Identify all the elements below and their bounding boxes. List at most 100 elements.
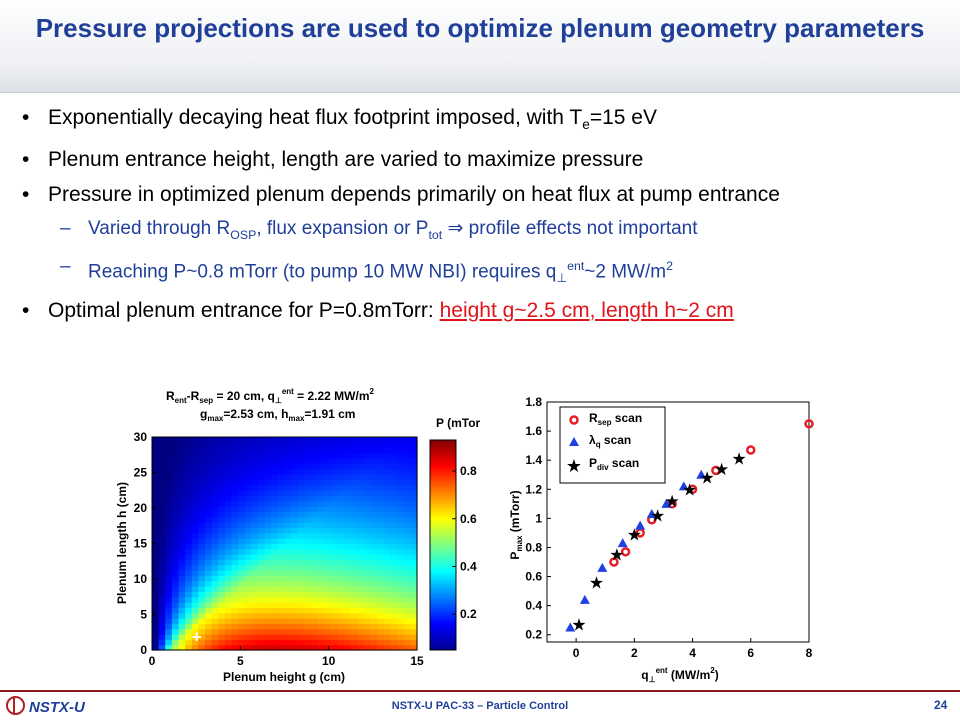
heatmap-cell [304, 437, 312, 443]
heatmap-cell [171, 548, 180, 555]
heatmap-cell [211, 490, 219, 497]
heatmap-cell [337, 607, 345, 614]
heatmap-cell [370, 468, 378, 475]
heatmap-cell [317, 516, 325, 523]
heatmap-cell [152, 564, 160, 571]
heatmap-cell [238, 570, 246, 577]
heatmap-cell [231, 612, 239, 619]
heatmap-cell [191, 447, 199, 454]
heatmap-cell [377, 628, 385, 635]
heatmap-cell [211, 623, 219, 630]
heatmap-cell [377, 644, 385, 651]
heatmap-cell [238, 532, 246, 539]
heatmap-cell [383, 442, 392, 449]
heatmap-cell [383, 490, 392, 497]
heatmap-cell [224, 548, 233, 555]
heatmap-cell [337, 639, 345, 646]
heatmap-cell [317, 437, 325, 443]
heatmap-cell [178, 463, 186, 470]
heatmap-cell [218, 596, 226, 603]
heatmap-cell [264, 474, 272, 481]
heatmap-cell [178, 447, 186, 454]
heatmap-cell [277, 644, 286, 651]
heatmap-cell [350, 468, 358, 475]
heatmap-cell [377, 506, 385, 513]
heatmap-cell [284, 559, 292, 566]
heatmap-cell [198, 479, 206, 486]
colorbar-ticks: 0.20.40.60.8 [452, 464, 477, 621]
heatmap-cell [211, 468, 219, 475]
heatmap-cell [171, 586, 180, 593]
heatmap-cell [185, 586, 193, 593]
heatmap-cell [364, 522, 372, 529]
heatmap-cell [258, 527, 266, 534]
heatmap-cell [205, 442, 213, 449]
heatmap-cell [185, 591, 193, 598]
heatmap-cell [297, 591, 305, 598]
heatmap-cell [330, 559, 339, 566]
heatmap-cell [337, 554, 345, 561]
heatmap-cell [324, 554, 332, 561]
heatmap-cell [344, 623, 352, 630]
heatmap-cell [205, 437, 213, 443]
heatmap-cell [357, 490, 365, 497]
heatmap-cell [383, 437, 392, 443]
heatmap-cell [244, 548, 252, 555]
heatmap-cell [377, 490, 385, 497]
heatmap-cell [258, 548, 266, 555]
heatmap-cell [152, 548, 160, 555]
heatmap-cell [357, 564, 365, 571]
heatmap-cell [304, 570, 312, 577]
heatmap-cell [251, 538, 259, 545]
heatmap-cell [258, 474, 266, 481]
heatmap-cell [271, 500, 279, 507]
heatmap-cell [158, 612, 166, 619]
heatmap-cell [211, 495, 219, 502]
heatmap-cell [410, 564, 418, 571]
heatmap-cell [297, 474, 305, 481]
heatmap-cell [330, 463, 339, 470]
heatmap-cell [364, 554, 372, 561]
heatmap-cell [357, 452, 365, 459]
heatmap-cell [410, 580, 418, 587]
heatmap-cell [178, 628, 186, 635]
heatmap-cell [218, 527, 226, 534]
heatmap-cell [410, 527, 418, 534]
heatmap-cell [171, 612, 180, 619]
heatmap-cell [211, 602, 219, 608]
heatmap-cell [311, 442, 319, 449]
heatmap-cell [330, 634, 339, 640]
heatmap-cell [271, 586, 279, 593]
heatmap-cell [191, 548, 199, 555]
heatmap-cell [357, 437, 365, 443]
heatmap-cell [238, 644, 246, 651]
heatmap-cell [178, 580, 186, 587]
pdiv-point: ★ [699, 469, 714, 488]
heatmap-cell [410, 447, 418, 454]
heatmap-cell [297, 437, 305, 443]
heatmap-cell [330, 458, 339, 465]
heatmap-cell [284, 596, 292, 603]
heatmap-cell [171, 479, 180, 486]
heatmap-cell [238, 479, 246, 486]
heatmap-cell [264, 532, 272, 539]
heatmap-cell [311, 532, 319, 539]
heatmap-cell [198, 522, 206, 529]
y-tick-label: 1.8 [525, 395, 542, 409]
heatmap-cell [410, 591, 418, 598]
heatmap-cell [258, 463, 266, 470]
heatmap-cell [377, 463, 385, 470]
heatmap-cell [330, 644, 339, 651]
heatmap-cell [284, 586, 292, 593]
heatmap-cell [350, 618, 358, 624]
heatmap-cell [244, 447, 252, 454]
heatmap-cell [231, 596, 239, 603]
heatmap-cell [238, 458, 246, 465]
heatmap-cell [350, 511, 358, 518]
heatmap-cell [330, 490, 339, 497]
heatmap-cell [152, 516, 160, 523]
heatmap-cell [224, 468, 233, 475]
heatmap-cell [244, 500, 252, 507]
heatmap-cell [344, 511, 352, 518]
heatmap-cell [205, 522, 213, 529]
